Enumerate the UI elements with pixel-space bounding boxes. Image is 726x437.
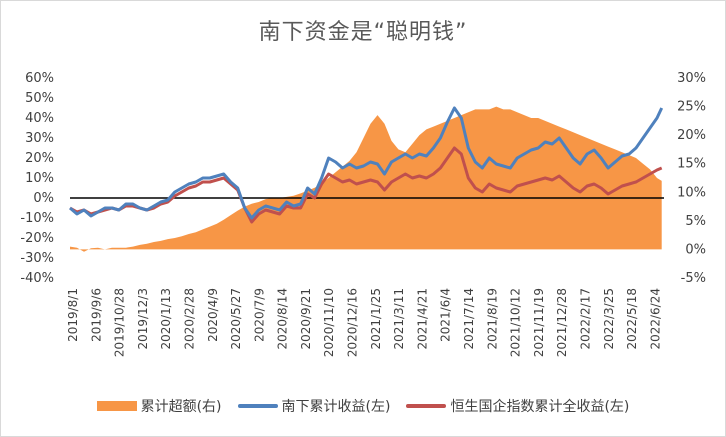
left-tick-label: 20% [25,151,54,166]
lines-layer [69,106,664,224]
legend: 累计超额(右) 南下累计收益(左) 恒生国企指数累计全收益(左) [0,396,726,416]
x-tick-label: 2019/9/6 [89,288,103,342]
legend-item-hscei: 恒生国企指数累计全收益(左) [406,396,629,416]
x-tick-label: 2021/8/19 [485,288,499,350]
southbound-line [69,106,664,220]
left-tick-label: 50% [25,91,54,106]
left-tick-label: 40% [25,111,54,126]
excess-area [70,106,662,252]
x-tick-label: 2020/5/27 [229,288,243,350]
x-tick-label: 2021/11/19 [532,288,546,357]
legend-label-excess: 累计超额(右) [140,399,222,415]
legend-item-southbound: 南下累计收益(左) [237,396,391,416]
left-tick-label: -20% [20,231,54,246]
x-tick-label: 2020/2/28 [182,288,196,350]
x-tick-label: 2020/8/14 [276,288,290,350]
left-tick-label: 10% [25,171,54,186]
x-tick-label: 2021/10/12 [509,288,523,357]
x-tick-label: 2020/7/9 [252,288,266,342]
left-tick-label: -30% [20,251,54,266]
x-tick-label: 2022/2/17 [578,288,592,350]
right-tick-label: 15% [677,157,706,172]
legend-label-hscei: 恒生国企指数累计全收益(左) [450,399,630,415]
x-tick-label: 2020/12/16 [346,288,360,357]
right-tick-label: 20% [677,128,706,143]
right-tick-label: -5% [681,271,706,286]
x-tick-label: 2021/12/28 [555,288,569,357]
x-tick-label: 2021/1/25 [369,288,383,350]
legend-item-excess: 累计超额(右) [96,396,222,416]
x-tick-label: 2020/1/13 [159,288,173,350]
right-tick-label: 25% [677,100,706,115]
x-tick-label: 2020/4/9 [206,288,220,342]
right-tick-label: 30% [677,71,706,86]
right-axis: -5% 0% 5% 10% 15% 20% 25% 30% [677,71,706,286]
legend-label-southbound: 南下累计收益(左) [281,399,391,415]
right-tick-label: 5% [685,214,706,229]
chart-title: 南下资金是“聪明钱” [258,20,468,45]
left-tick-label: 30% [25,131,54,146]
x-tick-label: 2021/4/21 [415,288,429,350]
x-tick-label: 2019/8/1 [66,288,80,342]
x-tick-label: 2022/5/18 [625,288,639,350]
x-tick-label: 2022/3/25 [602,288,616,350]
left-tick-label: -10% [20,211,54,226]
legend-swatch-southbound [237,404,278,408]
x-tick-label: 2019/12/3 [136,288,150,350]
right-tick-label: 0% [685,242,706,257]
right-tick-label: 10% [677,185,706,200]
x-tick-label: 2019/10/28 [113,288,127,357]
left-tick-label: -40% [20,271,54,286]
hscei-line [69,146,663,224]
left-axis: -40% -30% -20% -10% 0% 10% 20% 30% 40% 50% 60% [20,71,54,286]
left-tick-label: 60% [25,71,54,86]
x-tick-label: 2021/3/11 [392,288,406,350]
x-tick-label: 2020/11/10 [322,288,336,357]
legend-swatch-hscei [406,404,447,408]
x-axis: 2019/8/1 2019/9/6 2019/10/28 2019/12/3 2020/… [66,288,662,357]
x-tick-label: 2021/6/4 [439,288,453,342]
area-layer [70,106,662,252]
x-tick-label: 2022/6/24 [648,288,662,350]
x-tick-label: 2020/9/21 [299,288,313,350]
legend-swatch-excess [96,401,137,411]
left-tick-label: 0% [33,191,54,206]
x-tick-label: 2021/7/14 [462,288,476,350]
